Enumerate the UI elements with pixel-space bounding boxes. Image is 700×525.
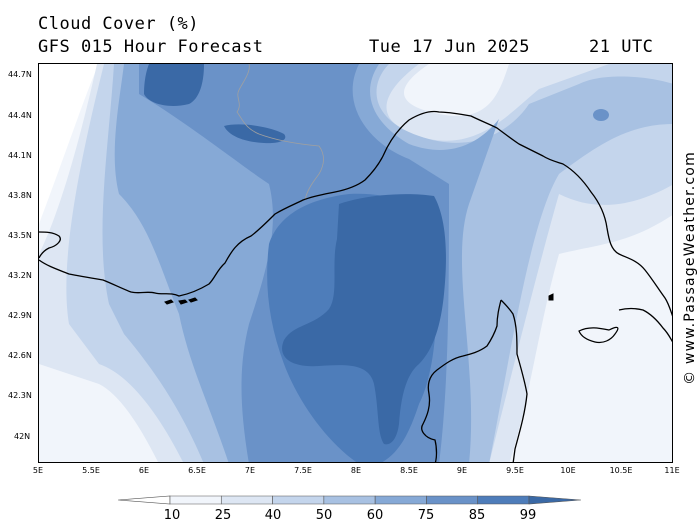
lon-tick-label: 11E (664, 466, 680, 475)
forecast-time: 21 UTC (589, 37, 654, 57)
map-title: Cloud Cover (%) (38, 14, 200, 34)
lon-tick-label: 9.5E (506, 466, 524, 475)
legend-color-cell (477, 495, 530, 505)
forecast-date: Tue 17 Jun 2025 (369, 37, 531, 57)
legend-color-cell (118, 495, 171, 505)
cloud-cover-map (39, 64, 672, 462)
legend-tick-label: 50 (315, 508, 333, 523)
cloud-band-99-main (282, 194, 446, 445)
lon-tick-label: 9E (456, 466, 468, 475)
lat-tick-label: 43.8N (8, 191, 32, 200)
lat-tick-label: 43.2N (8, 271, 32, 280)
hyeres-islands (164, 297, 198, 305)
lon-tick-label: 6E (138, 466, 150, 475)
forecast-subtitle: GFS 015 Hour Forecast (38, 37, 264, 57)
legend-color-cell (272, 495, 325, 505)
elba-island (578, 326, 619, 344)
lon-tick-label: 6.5E (188, 466, 206, 475)
legend-color-cell (220, 495, 273, 505)
cloud-band-99-patch (224, 124, 286, 144)
map-panel (38, 63, 673, 463)
lat-tick-label: 43.5N (8, 231, 32, 240)
lon-tick-label: 10E (560, 466, 576, 475)
cloud-band-75-ne-dot (593, 109, 609, 121)
legend-tick-label: 85 (468, 508, 486, 523)
lat-tick-label: 44.7N (8, 70, 32, 79)
lon-tick-label: 5E (32, 466, 44, 475)
legend-color-cell (528, 495, 582, 505)
legend-tick-label: 10 (163, 508, 181, 523)
lat-tick-label: 44.1N (8, 151, 32, 160)
lon-tick-label: 7E (244, 466, 256, 475)
corsica-coastline (421, 299, 528, 462)
legend-color-cell (374, 495, 427, 505)
lat-tick-label: 42N (14, 432, 31, 441)
lat-tick-label: 44.4N (8, 111, 32, 120)
watermark-text: © www.PassageWeather.com (682, 151, 698, 385)
legend-color-cell (426, 495, 479, 505)
cloud-cover-fill (39, 64, 672, 462)
lat-tick-label: 42.6N (8, 351, 32, 360)
cloud-band-99-north (144, 64, 204, 106)
legend-tick-label: 75 (417, 508, 435, 523)
france-coastline (39, 110, 672, 317)
legend-tick-label: 99 (519, 508, 537, 523)
tuscany-coastline (618, 307, 672, 343)
legend-color-cell (323, 495, 376, 505)
legend-color-cells (118, 495, 582, 505)
lon-tick-label: 5.5E (82, 466, 100, 475)
lon-tick-label: 10.5E (609, 466, 633, 475)
legend-color-cell (169, 495, 222, 505)
legend-tick-label: 25 (214, 508, 232, 523)
lat-tick-label: 42.3N (8, 391, 32, 400)
capraia-island (548, 293, 554, 301)
lat-tick-label: 42.9N (8, 311, 32, 320)
lon-tick-label: 8.5E (400, 466, 418, 475)
legend-tick-label: 60 (366, 508, 384, 523)
lon-tick-label: 8E (350, 466, 362, 475)
color-legend (118, 495, 582, 505)
legend-tick-label: 40 (264, 508, 282, 523)
lon-tick-label: 7.5E (294, 466, 312, 475)
national-border (236, 64, 324, 201)
